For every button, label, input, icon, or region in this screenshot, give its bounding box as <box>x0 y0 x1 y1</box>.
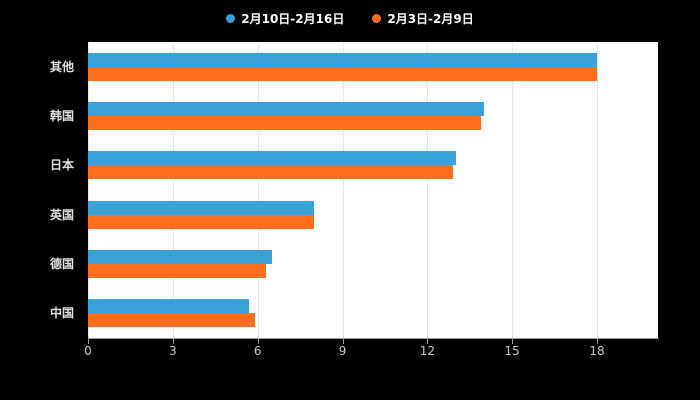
x-tick-label: 15 <box>504 344 520 358</box>
x-tick-mark <box>257 339 259 344</box>
gridline <box>88 42 89 338</box>
gridline <box>427 42 429 338</box>
gridline <box>172 42 174 338</box>
gridline <box>512 42 514 338</box>
x-tick-label: 18 <box>589 344 605 358</box>
y-category-label: 英国 <box>49 207 74 222</box>
legend: 2月10日-2月16日 2月3日-2月9日 <box>0 6 700 30</box>
bar-current-week <box>88 250 272 264</box>
x-tick-label: 3 <box>169 344 177 358</box>
bar-current-week <box>88 52 598 67</box>
x-tick-label: 9 <box>338 344 347 358</box>
y-category-label: 韩国 <box>49 109 74 123</box>
legend-dot-icon <box>372 13 382 23</box>
legend-item-previous-week[interactable]: 2月3日-2月9日 <box>372 10 474 27</box>
bar-current-week <box>88 102 484 116</box>
bar-previous-week <box>88 66 598 81</box>
y-category-label: 中国 <box>49 306 74 321</box>
bar-previous-week <box>88 264 267 278</box>
y-category-label: 日本 <box>49 158 74 173</box>
gridline <box>257 42 259 338</box>
x-tick-label: 12 <box>419 344 435 358</box>
bar-current-week <box>88 151 456 166</box>
gridline <box>342 42 344 338</box>
gridline <box>597 42 599 338</box>
x-tick-label: 0 <box>84 344 92 358</box>
x-tick-mark <box>512 339 514 344</box>
y-category-label: 其他 <box>49 59 74 74</box>
legend-label-previous-week: 2月3日-2月9日 <box>387 11 474 26</box>
bar-current-week <box>88 299 250 314</box>
x-tick-mark <box>342 339 344 344</box>
x-tick-label: 6 <box>253 344 262 358</box>
bar-previous-week <box>88 116 482 130</box>
bar-previous-week <box>88 165 453 180</box>
x-tick-mark <box>172 339 174 344</box>
y-category-label: 德国 <box>49 257 74 271</box>
x-tick-mark <box>88 339 89 344</box>
bar-previous-week <box>88 214 315 229</box>
legend-dot-icon <box>226 13 236 23</box>
x-axis-line <box>88 338 659 339</box>
bar-previous-week <box>88 313 255 328</box>
x-tick-mark <box>597 339 599 344</box>
legend-label-current-week: 2月10日-2月16日 <box>241 11 345 26</box>
bar-current-week <box>88 200 315 215</box>
legend-item-current-week[interactable]: 2月10日-2月16日 <box>226 10 344 27</box>
plot-area <box>88 42 658 338</box>
x-tick-mark <box>427 339 429 344</box>
